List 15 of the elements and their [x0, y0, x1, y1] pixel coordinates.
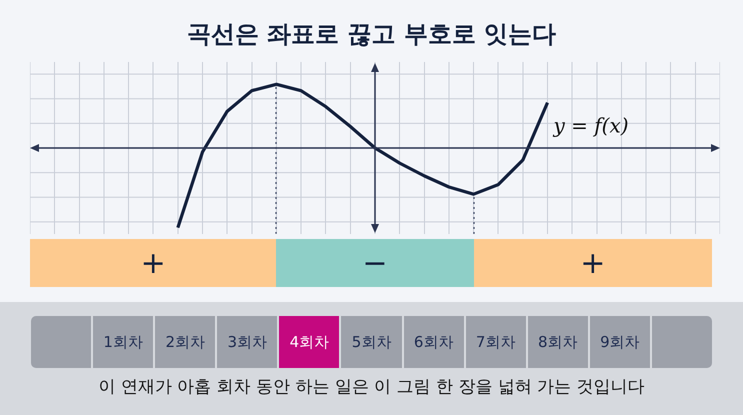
text: 5회차 [341, 316, 402, 368]
text: 3회차 [217, 316, 278, 368]
text: 7회차 [466, 316, 526, 368]
text: 2회차 [155, 316, 216, 368]
text: + [30, 239, 276, 287]
text: 8회차 [528, 316, 588, 368]
text: − [276, 239, 474, 287]
text: 6회차 [404, 316, 464, 368]
text: + [474, 239, 712, 287]
text: 1회차 [93, 316, 154, 368]
text: 9회차 [590, 316, 650, 368]
annotation: y = f(x) [552, 114, 629, 138]
chart-title: 곡선은 좌표로 끊고 부호로 잇는다 [186, 19, 558, 50]
text: 이 연재가 아홉 회차 동안 하는 일은 이 그림 한 장을 넓혀 가는 것입니다 [97, 376, 646, 398]
text: 4회차 [279, 316, 340, 368]
